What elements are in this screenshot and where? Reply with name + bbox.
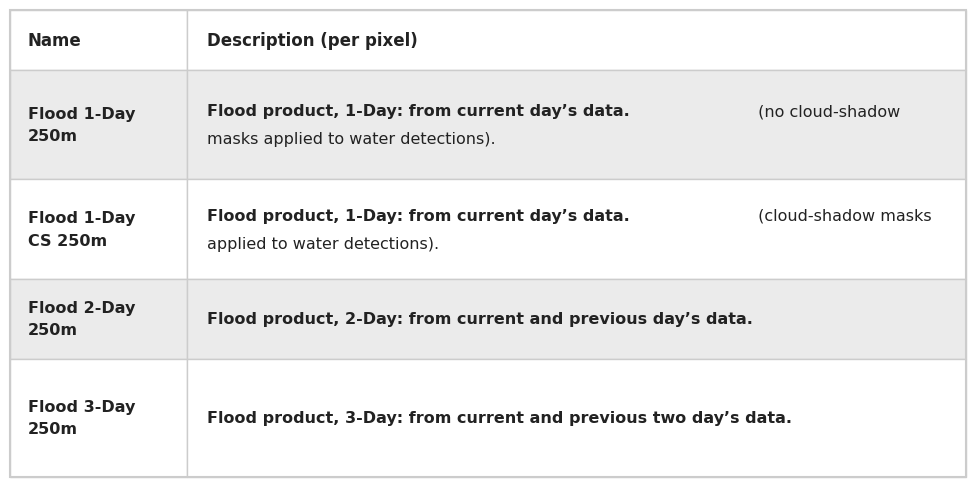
- Text: Flood 1-Day
CS 250m: Flood 1-Day CS 250m: [27, 211, 135, 248]
- Text: (no cloud-shadow: (no cloud-shadow: [754, 104, 901, 119]
- Text: Flood product, 2-Day: from current and previous day’s data.: Flood product, 2-Day: from current and p…: [207, 311, 753, 326]
- Text: (cloud-shadow masks: (cloud-shadow masks: [754, 208, 932, 223]
- Text: Flood product, 3-Day: from current and previous two day’s data.: Flood product, 3-Day: from current and p…: [207, 410, 792, 426]
- Text: Flood 2-Day
250m: Flood 2-Day 250m: [27, 301, 135, 338]
- Text: Name: Name: [27, 32, 81, 50]
- Text: Flood 1-Day
250m: Flood 1-Day 250m: [27, 107, 135, 144]
- Bar: [187, 359, 966, 477]
- Text: Flood product, 1-Day: from current day’s data.: Flood product, 1-Day: from current day’s…: [207, 208, 629, 223]
- Text: applied to water detections).: applied to water detections).: [207, 236, 439, 251]
- Bar: [187, 11, 966, 71]
- Text: Flood product, 1-Day: from current day’s data.: Flood product, 1-Day: from current day’s…: [207, 104, 629, 119]
- Bar: [10, 11, 187, 71]
- Bar: [10, 180, 187, 279]
- Text: Flood 3-Day
250m: Flood 3-Day 250m: [27, 399, 135, 436]
- Bar: [10, 279, 187, 359]
- Bar: [10, 71, 187, 180]
- Bar: [10, 359, 187, 477]
- Bar: [187, 279, 966, 359]
- Text: masks applied to water detections).: masks applied to water detections).: [207, 132, 495, 147]
- Bar: [187, 180, 966, 279]
- Bar: [187, 71, 966, 180]
- Text: Description (per pixel): Description (per pixel): [207, 32, 417, 50]
